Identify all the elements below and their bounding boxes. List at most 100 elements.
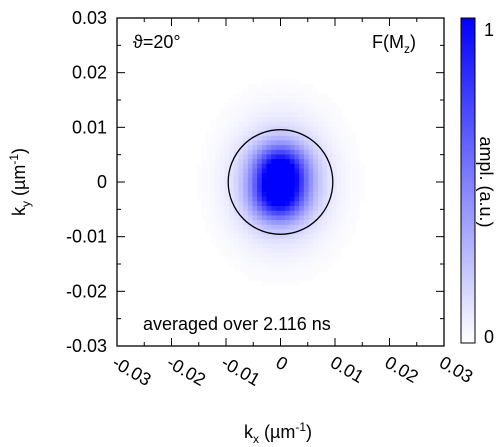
heatmap-cell xyxy=(266,186,272,192)
heatmap-cell xyxy=(317,214,324,221)
heatmap-cell xyxy=(219,242,226,249)
heatmap-cell xyxy=(238,111,244,117)
heatmap-cell xyxy=(303,102,310,108)
heatmap-cell xyxy=(299,83,305,89)
heatmap-cell xyxy=(313,116,319,122)
heatmap-cell xyxy=(285,210,291,216)
heatmap-cell xyxy=(243,247,249,253)
heatmap-cell xyxy=(327,186,333,192)
heatmap-cell xyxy=(345,177,352,183)
heatmap-cell xyxy=(229,158,235,164)
heatmap-cell xyxy=(261,219,268,225)
heatmap-cell xyxy=(341,214,347,221)
heatmap-cell xyxy=(327,238,333,244)
heatmap-cell xyxy=(247,242,254,249)
heatmap-cell xyxy=(317,153,324,160)
heatmap-cell xyxy=(233,214,240,221)
heatmap-cell xyxy=(285,116,291,122)
heatmap-cell xyxy=(219,196,226,202)
heatmap-cell xyxy=(215,130,221,136)
heatmap-cell xyxy=(303,186,310,192)
heatmap-cell xyxy=(331,116,338,122)
heatmap-cell xyxy=(243,153,249,160)
heatmap-cell xyxy=(224,107,230,113)
heatmap-cell xyxy=(201,210,207,216)
heatmap-cell xyxy=(299,167,305,174)
heatmap-cell xyxy=(243,144,249,150)
heatmap-cell xyxy=(355,163,361,169)
heatmap-cell xyxy=(336,228,342,235)
heatmap-cell xyxy=(350,191,356,197)
heatmap-cell xyxy=(271,196,277,202)
heatmap-cell xyxy=(275,266,282,272)
heatmap-cell xyxy=(261,88,268,94)
heatmap-cell xyxy=(224,219,230,225)
heatmap-cell xyxy=(266,92,272,99)
heatmap-cell xyxy=(275,177,282,183)
heatmap-cell xyxy=(215,153,221,160)
heatmap-cell xyxy=(336,135,342,141)
heatmap-cell xyxy=(313,172,319,178)
heatmap-cell xyxy=(331,224,338,230)
heatmap-cell xyxy=(294,224,300,230)
heatmap-cell xyxy=(224,144,230,150)
heatmap-cell xyxy=(289,153,296,160)
heatmap-cell xyxy=(327,121,333,127)
heatmap-cell xyxy=(331,186,338,192)
heatmap-cell xyxy=(322,163,328,169)
heatmap-cell xyxy=(317,191,324,197)
heatmap-cell xyxy=(219,238,226,244)
heatmap-cell xyxy=(252,125,258,132)
heatmap-cell xyxy=(266,252,272,258)
heatmap-cell xyxy=(350,182,356,188)
heatmap-cell xyxy=(257,116,263,122)
heatmap-cell xyxy=(331,125,338,132)
heatmap-cell xyxy=(238,130,244,136)
heatmap-cell xyxy=(289,186,296,192)
heatmap-cell xyxy=(345,167,352,174)
heatmap-cell xyxy=(299,125,305,132)
heatmap-cell xyxy=(308,125,314,132)
averaging-annotation: averaged over 2.116 ns xyxy=(143,314,331,334)
heatmap-cell xyxy=(299,97,305,103)
heatmap-cell xyxy=(219,116,226,122)
heatmap-cell xyxy=(275,172,282,178)
colorbar-max-label: 1 xyxy=(484,20,494,40)
heatmap-cell xyxy=(303,163,310,169)
heatmap-cell xyxy=(285,172,291,178)
heatmap-cell xyxy=(243,191,249,197)
heatmap-cell xyxy=(252,205,258,211)
heatmap-cell xyxy=(359,191,366,197)
heatmap-cell xyxy=(303,256,310,263)
heatmap-cell xyxy=(257,88,263,94)
heatmap-cell xyxy=(271,238,277,244)
heatmap-cell xyxy=(252,121,258,127)
heatmap-cell xyxy=(350,219,356,225)
heatmap-cell xyxy=(280,224,286,230)
heatmap-cell xyxy=(224,102,230,108)
heatmap-cell xyxy=(266,107,272,113)
heatmap-cell xyxy=(233,186,240,192)
heatmap-cell xyxy=(205,177,212,183)
heatmap-cell xyxy=(261,242,268,249)
heatmap-cell xyxy=(341,186,347,192)
heatmap-cell xyxy=(233,228,240,235)
heatmap-cell xyxy=(266,130,272,136)
heatmap-cell xyxy=(322,219,328,225)
heatmap-cell xyxy=(210,149,216,155)
heatmap-cell xyxy=(303,247,310,253)
heatmap-cell xyxy=(271,83,277,89)
heatmap-cell xyxy=(257,92,263,99)
heatmap-cell xyxy=(299,200,305,207)
heatmap-cell xyxy=(341,210,347,216)
heatmap-cell xyxy=(229,224,235,230)
heatmap-cell xyxy=(257,210,263,216)
heatmap-cell xyxy=(331,256,338,263)
heatmap-cell xyxy=(336,242,342,249)
heatmap-cell xyxy=(201,144,207,150)
heatmap-cell xyxy=(229,163,235,169)
heatmap-cell xyxy=(275,121,282,127)
heatmap-cell xyxy=(233,200,240,207)
heatmap-cell xyxy=(294,177,300,183)
